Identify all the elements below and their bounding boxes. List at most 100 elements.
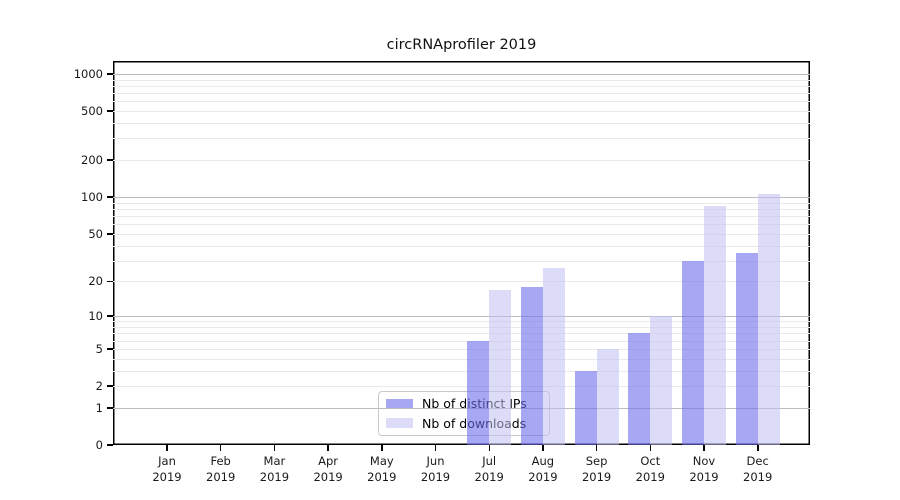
y-tick-label-50: 50 xyxy=(88,226,103,241)
gridline-y-10 xyxy=(113,316,810,318)
gridline-y-9 xyxy=(113,321,810,323)
x-tick-year: 2019 xyxy=(206,470,236,484)
bar-ips-nov xyxy=(682,260,704,445)
gridline-y-4 xyxy=(113,358,810,360)
gridline-y-8 xyxy=(113,327,810,328)
x-tick-year: 2019 xyxy=(743,470,773,484)
gridline-y-70 xyxy=(113,216,810,217)
x-tick-label-jan: Jan 2019 xyxy=(137,453,197,485)
x-tick-mark-feb xyxy=(219,445,222,451)
y-tick-mark-2 xyxy=(107,385,113,387)
x-tick-month: May xyxy=(369,454,394,468)
gridline-y-1 xyxy=(113,407,810,409)
y-tick-label-2: 2 xyxy=(95,379,103,393)
y-tick-mark-500 xyxy=(107,110,113,112)
x-tick-mark-jun xyxy=(434,445,437,451)
y-tick-label-20: 20 xyxy=(88,274,103,289)
x-tick-year: 2019 xyxy=(152,470,182,484)
y-tick-label-500: 500 xyxy=(81,104,103,118)
x-tick-label-aug: Aug 2019 xyxy=(513,453,573,485)
x-tick-month: Apr xyxy=(318,454,339,468)
gridline-y-1000 xyxy=(113,73,810,75)
x-tick-month: Jul xyxy=(482,454,497,468)
gridline-y-90 xyxy=(113,202,810,204)
x-tick-mark-mar xyxy=(273,445,276,451)
x-tick-month: Nov xyxy=(692,454,716,468)
gridline-y-100 xyxy=(113,197,810,199)
bar-ips-sep xyxy=(574,370,597,445)
x-tick-month: Mar xyxy=(263,454,286,468)
y-tick-label-100: 100 xyxy=(81,190,103,205)
x-tick-year: 2019 xyxy=(474,470,504,484)
bar-downloads-jul xyxy=(489,289,512,445)
y-tick-label-5: 5 xyxy=(95,341,103,356)
x-tick-year: 2019 xyxy=(635,470,665,484)
x-tick-mark-sep xyxy=(595,445,598,451)
x-tick-mark-jan xyxy=(166,445,168,451)
bar-downloads-aug xyxy=(542,267,565,445)
x-tick-month: Dec xyxy=(746,454,769,468)
gridline-y-20 xyxy=(113,281,810,283)
y-tick-label-200: 200 xyxy=(81,153,103,168)
x-tick-mark-may xyxy=(381,445,383,451)
gridline-y-300 xyxy=(113,138,810,140)
x-tick-month: Feb xyxy=(210,454,231,468)
y-tick-mark-200 xyxy=(107,159,113,161)
y-tick-mark-100 xyxy=(107,196,113,198)
gridline-y-80 xyxy=(113,208,810,210)
x-tick-label-sep: Sep 2019 xyxy=(567,453,627,485)
x-tick-label-jun: Jun 2019 xyxy=(406,453,466,485)
x-tick-mark-jul xyxy=(488,445,490,451)
bar-ips-dec xyxy=(735,252,758,445)
bar-ips-jul xyxy=(467,340,490,445)
y-tick-mark-1 xyxy=(107,407,113,409)
x-tick-mark-nov xyxy=(703,445,705,451)
legend-swatch-downloads xyxy=(386,418,413,429)
x-tick-year: 2019 xyxy=(367,470,397,484)
x-tick-label-mar: Mar 2019 xyxy=(244,453,304,485)
gridline-y-40 xyxy=(113,245,810,247)
x-tick-year: 2019 xyxy=(313,470,343,484)
x-tick-label-may: May 2019 xyxy=(352,453,412,485)
x-tick-mark-oct xyxy=(649,445,651,451)
x-tick-mark-apr xyxy=(327,445,329,451)
x-tick-label-dec: Dec 2019 xyxy=(728,453,788,485)
gridline-y-2 xyxy=(113,386,810,387)
x-tick-mark-dec xyxy=(757,445,759,451)
x-tick-label-nov: Nov 2019 xyxy=(674,453,734,485)
y-tick-mark-1000 xyxy=(107,73,113,75)
y-tick-mark-10 xyxy=(107,315,113,317)
gridline-y-200 xyxy=(113,160,810,162)
bar-downloads-sep xyxy=(596,348,619,445)
gridline-y-6 xyxy=(113,340,810,342)
y-tick-label-1000: 1000 xyxy=(73,66,103,81)
gridline-y-600 xyxy=(113,101,810,103)
gridline-y-400 xyxy=(113,123,810,124)
bar-ips-oct xyxy=(628,333,651,445)
x-tick-year: 2019 xyxy=(259,470,290,484)
gridline-y-7 xyxy=(113,333,810,335)
bar-downloads-dec xyxy=(757,194,780,445)
gridline-y-800 xyxy=(113,85,810,87)
x-tick-year: 2019 xyxy=(528,470,558,484)
x-tick-month: Sep xyxy=(585,454,608,468)
x-tick-label-oct: Oct 2019 xyxy=(620,453,680,485)
y-tick-mark-0 xyxy=(107,444,113,446)
y-tick-mark-20 xyxy=(107,280,113,283)
gridline-y-5 xyxy=(113,348,810,350)
gridline-y-50 xyxy=(113,233,810,235)
bar-ips-aug xyxy=(520,286,543,445)
gridline-y-60 xyxy=(113,224,810,226)
x-tick-label-apr: Apr 2019 xyxy=(298,453,358,485)
y-tick-label-0: 0 xyxy=(95,438,103,452)
x-tick-month: Jan xyxy=(158,454,176,468)
x-tick-year: 2019 xyxy=(689,470,719,484)
y-tick-mark-50 xyxy=(107,233,113,235)
gridline-y-3 xyxy=(113,370,810,372)
y-tick-mark-5 xyxy=(107,348,113,350)
gridline-y-30 xyxy=(113,260,810,262)
gridline-y-900 xyxy=(113,79,810,81)
x-tick-year: 2019 xyxy=(420,470,451,484)
